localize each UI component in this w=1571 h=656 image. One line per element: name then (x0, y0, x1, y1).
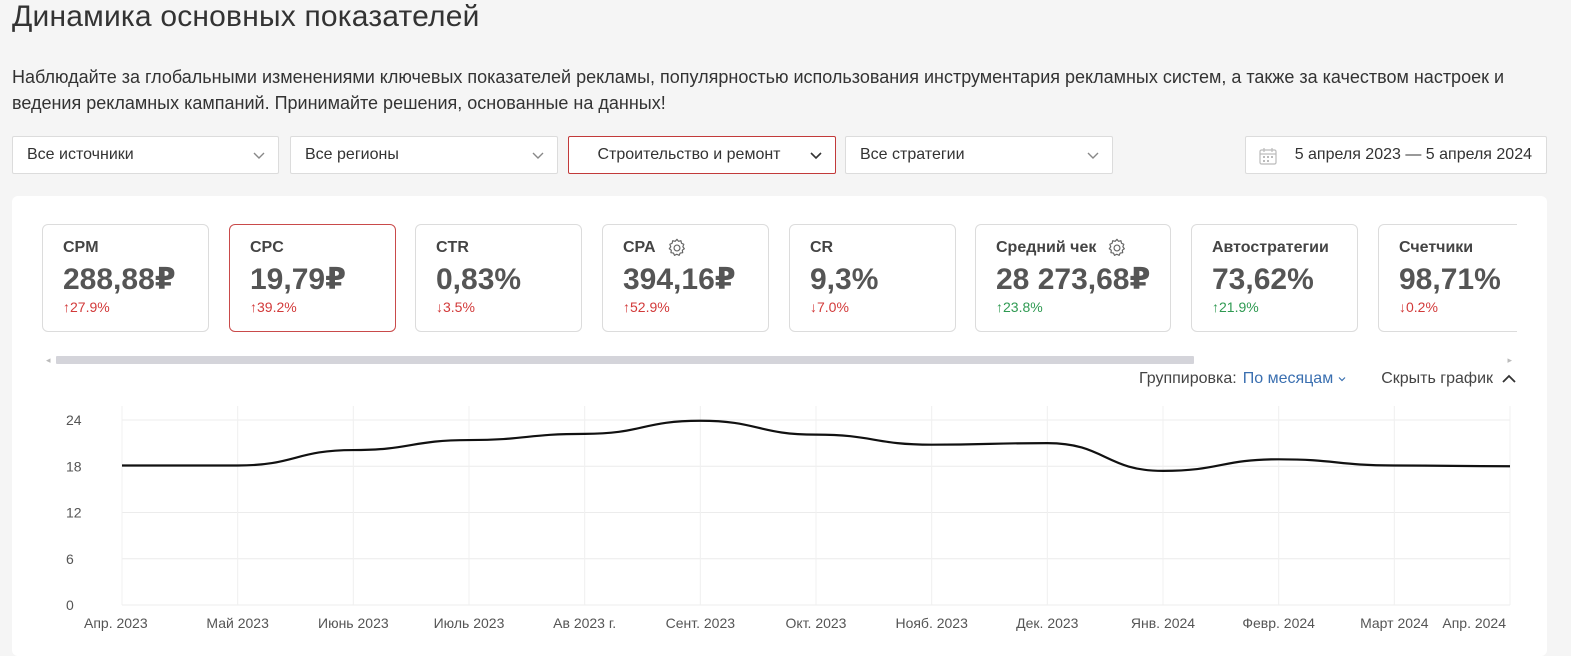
metric-card-cpm[interactable]: CPM 288,88₽ ↑27.9% (42, 224, 209, 332)
metric-card-value: 0,83% (436, 263, 522, 296)
metric-card-change: ↑23.8% (996, 299, 1043, 315)
metric-card-cr[interactable]: CR 9,3% ↓7.0% (789, 224, 956, 332)
metric-card-ctr[interactable]: CTR 0,83% ↓3.5% (415, 224, 582, 332)
metric-card-change: ↑52.9% (623, 299, 670, 315)
chevron-up-icon (1502, 374, 1516, 383)
date-range-picker[interactable]: 5 апреля 2023 — 5 апреля 2024 (1245, 136, 1547, 174)
metric-card-cpc[interactable]: CPC 19,79₽ ↑39.2% (229, 224, 396, 332)
metric-card-label: Автостратегии (1212, 239, 1329, 256)
cards-scrollbar[interactable]: ◂ ▸ (46, 354, 1512, 366)
metric-card-change: ↓3.5% (436, 299, 475, 315)
metric-card-label: Средний чек (996, 239, 1097, 256)
metric-card-value: 73,62% (1212, 263, 1314, 296)
gear-icon[interactable] (1106, 237, 1128, 259)
regions-select[interactable]: Все регионы (290, 136, 558, 174)
regions-select-value: Все регионы (305, 146, 399, 163)
hide-chart-button[interactable]: Скрыть график (1381, 370, 1517, 388)
x-tick-label: Май 2023 (206, 615, 269, 631)
x-tick-label: Март 2024 (1360, 615, 1429, 631)
page-description: Наблюдайте за глобальными изменениями кл… (12, 67, 1505, 113)
y-tick-label: 24 (66, 412, 82, 428)
metric-card-value: 288,88₽ (63, 263, 176, 296)
metric-card-average-check[interactable]: Средний чек 28 273,68₽ ↑23.8% (975, 224, 1171, 332)
date-range-value: 5 апреля 2023 — 5 апреля 2024 (1294, 146, 1532, 163)
sources-select-value: Все источники (27, 146, 134, 163)
strategies-select[interactable]: Все стратегии (845, 136, 1113, 174)
metric-card-change: ↑21.9% (1212, 299, 1259, 315)
metric-card-value: 19,79₽ (250, 263, 346, 296)
x-tick-label: Янв. 2024 (1131, 615, 1195, 631)
x-tick-label: Апр. 2024 (1442, 615, 1506, 631)
metric-card-change: ↓7.0% (810, 299, 849, 315)
metric-card-change: ↑39.2% (250, 299, 297, 315)
metric-card-value: 28 273,68₽ (996, 263, 1151, 296)
metric-card-label: Счетчики (1399, 239, 1474, 256)
metric-card-counters[interactable]: Счетчики 98,71% ↓0.2% (1378, 224, 1517, 332)
chevron-down-icon (1338, 377, 1346, 382)
metric-card-label: CTR (436, 239, 469, 256)
metric-card-cpa[interactable]: CPA 394,16₽ ↑52.9% (602, 224, 769, 332)
chevron-down-icon (253, 152, 265, 159)
y-tick-label: 12 (66, 505, 82, 521)
metrics-panel: CPM 288,88₽ ↑27.9% CPC 19,79₽ ↑39.2% CTR… (12, 196, 1547, 656)
x-tick-label: Ав 2023 г. (553, 615, 616, 631)
metric-card-label: CPM (63, 239, 99, 256)
grouping-label: Группировка: (1138, 370, 1237, 387)
metric-cards-carousel: CPM 288,88₽ ↑27.9% CPC 19,79₽ ↑39.2% CTR… (42, 224, 1517, 336)
metric-card-change: ↓0.2% (1399, 299, 1438, 315)
metric-card-value: 98,71% (1399, 263, 1501, 296)
metric-card-label: CPA (623, 239, 656, 256)
x-tick-label: Февр. 2024 (1242, 615, 1315, 631)
filters-bar: Все источники Все регионы Строительство … (12, 136, 1548, 176)
metric-card-value: 394,16₽ (623, 263, 736, 296)
chart-controls: Группировка: По месяцам Скрыть график (1139, 368, 1517, 390)
scroll-left-arrow-icon[interactable]: ◂ (46, 355, 51, 365)
y-tick-label: 18 (66, 458, 82, 474)
grouping-select-value: По месяцам (1242, 370, 1334, 387)
category-select[interactable]: Строительство и ремонт (568, 136, 836, 174)
y-tick-label: 0 (66, 597, 74, 613)
series-line-cpc (122, 419, 1511, 472)
sources-select[interactable]: Все источники (12, 136, 279, 174)
calendar-icon (1259, 148, 1277, 165)
metric-card-autostrategies[interactable]: Автостратегии 73,62% ↑21.9% (1191, 224, 1358, 332)
gear-icon[interactable] (666, 237, 688, 259)
metric-card-change: ↑27.9% (63, 299, 110, 315)
x-tick-label: Нояб. 2023 (895, 615, 968, 631)
x-tick-label: Июль 2023 (434, 615, 505, 631)
chevron-down-icon (810, 152, 822, 160)
x-tick-label: Апр. 2023 (84, 615, 148, 631)
strategies-select-value: Все стратегии (860, 146, 965, 163)
line-chart: 0 6 12 18 24 Апр. 2023 Май 2023 Июнь 2023 Июль 2… (66, 406, 1511, 631)
chevron-down-icon (1087, 152, 1099, 159)
chevron-down-icon (532, 152, 544, 159)
hide-chart-label: Скрыть график (1381, 370, 1493, 387)
category-select-value: Строительство и ремонт (597, 146, 781, 163)
x-tick-label: Сент. 2023 (666, 615, 736, 631)
metric-card-value: 9,3% (810, 263, 879, 296)
page-title: Динамика основных показателей (12, 0, 480, 33)
metric-card-label: CPC (250, 239, 284, 256)
x-tick-label: Дек. 2023 (1016, 615, 1079, 631)
x-tick-label: Июнь 2023 (318, 615, 389, 631)
metric-card-label: CR (810, 239, 834, 256)
y-tick-label: 6 (66, 551, 74, 567)
x-tick-label: Окт. 2023 (786, 615, 847, 631)
grouping-select[interactable]: По месяцам (1243, 370, 1347, 388)
scrollbar-thumb[interactable] (56, 356, 1194, 364)
scroll-right-arrow-icon[interactable]: ▸ (1507, 355, 1512, 365)
